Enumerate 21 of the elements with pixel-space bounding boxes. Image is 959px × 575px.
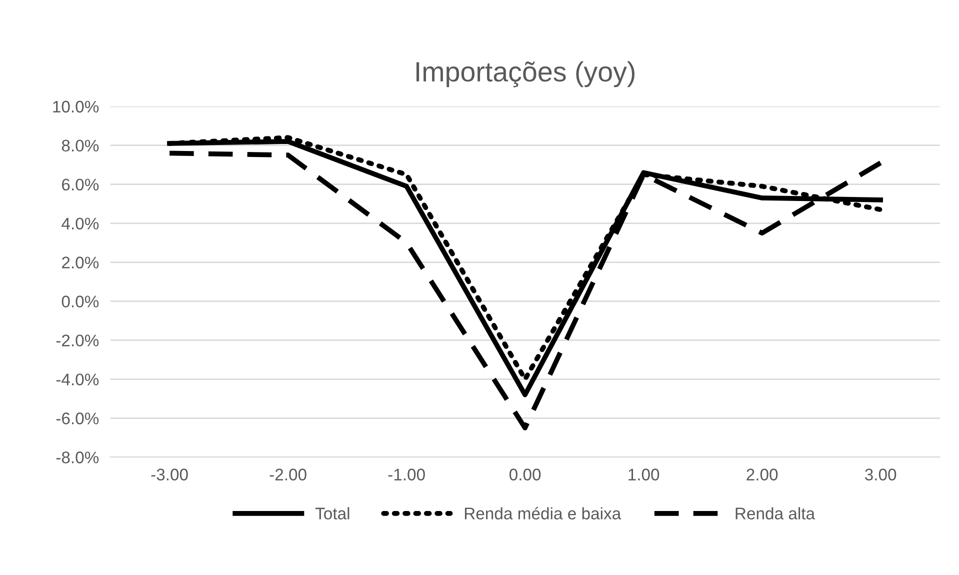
y-tick-label: -8.0% [56, 452, 99, 464]
y-tick-label: -4.0% [56, 374, 99, 386]
y-tick-label: 2.0% [62, 256, 99, 268]
chart-title: Importações (yoy) [416, 61, 634, 88]
legend-label: Renda alta [736, 507, 816, 520]
x-tick-label: 0.00 [509, 468, 541, 480]
y-tick-label: -2.0% [56, 334, 99, 346]
y-tick-label: 8.0% [62, 140, 99, 152]
x-tick-label: -1.00 [388, 468, 425, 480]
y-tick-label: 10.0% [53, 100, 99, 113]
x-tick-label: 3.00 [864, 468, 896, 480]
x-tick-label: -2.00 [270, 468, 306, 480]
legend-label: Renda média e baixa [464, 507, 622, 520]
x-tick-label: 2.00 [746, 468, 778, 480]
y-tick-label: -6.0% [56, 412, 99, 424]
legend-label: Total [315, 507, 350, 520]
y-tick-label: 6.0% [62, 178, 99, 191]
y-tick-label: 4.0% [62, 218, 99, 230]
x-tick-label: 1.00 [628, 468, 660, 480]
y-tick-label: 0.0% [62, 296, 99, 308]
x-tick-label: -3.00 [151, 468, 188, 480]
